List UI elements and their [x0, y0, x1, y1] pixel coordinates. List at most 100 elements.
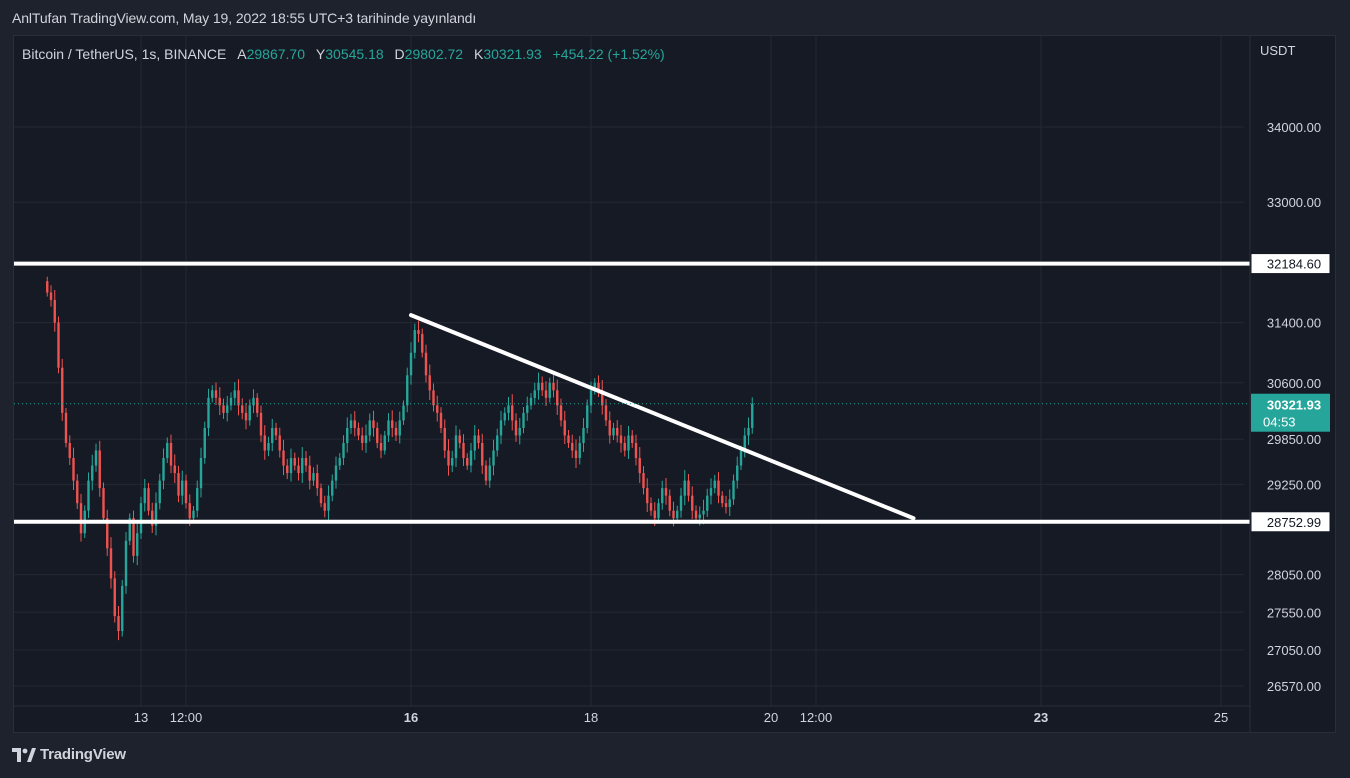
candle — [664, 477, 668, 505]
candle-body — [537, 382, 540, 391]
candle-body — [316, 473, 319, 489]
candle-body — [252, 397, 255, 406]
candle — [372, 410, 375, 437]
trendline — [409, 313, 916, 521]
candle — [274, 422, 278, 441]
candle — [109, 537, 113, 589]
candle-series — [46, 276, 754, 641]
candle-body — [458, 435, 461, 443]
candle — [293, 452, 296, 471]
tradingview-logo[interactable]: TradingView — [12, 746, 126, 763]
candle — [578, 435, 581, 465]
currency-label[interactable]: USDT — [1260, 43, 1296, 58]
candle — [316, 464, 319, 496]
close-value: 30321.93 — [483, 46, 542, 62]
candle-body — [293, 458, 296, 466]
candle-body — [72, 458, 75, 481]
candle — [68, 435, 71, 465]
candle-body — [248, 405, 251, 421]
price-tick-label: 29250.00 — [1267, 477, 1321, 492]
candle — [466, 453, 469, 470]
candle — [327, 485, 330, 520]
candle-body — [541, 382, 544, 391]
candle-body — [143, 488, 146, 504]
candle — [563, 410, 566, 444]
candle-body — [237, 390, 240, 406]
candle-body — [244, 412, 248, 421]
candle — [421, 328, 424, 358]
candle — [184, 474, 188, 509]
candle-body — [263, 435, 266, 451]
candle-body — [57, 322, 60, 368]
time-tick-label: 23 — [1034, 710, 1048, 725]
candle-body — [507, 405, 510, 413]
candle — [556, 379, 559, 415]
candle — [736, 456, 739, 489]
published-caption: AnlTufan TradingView.com, May 19, 2022 1… — [12, 10, 477, 26]
chart-pane[interactable] — [13, 35, 1336, 733]
candle — [574, 439, 578, 468]
candle — [484, 460, 488, 486]
candle — [634, 434, 638, 466]
candle-body — [484, 465, 488, 481]
candle — [428, 364, 431, 401]
time-axis: 13 12:00 16 18 20 12:00 23 25 — [14, 705, 1250, 725]
time-tick-label: 16 — [404, 710, 418, 725]
candle — [259, 405, 263, 443]
candle — [237, 379, 240, 416]
chart-grid — [14, 36, 1244, 706]
candle — [143, 478, 146, 512]
candle-body — [436, 405, 439, 413]
candle-body — [177, 473, 180, 496]
candle — [586, 399, 589, 434]
candle-body — [657, 503, 660, 519]
candle — [323, 495, 326, 518]
candle — [203, 421, 206, 464]
candle — [402, 400, 405, 425]
candle-body — [387, 420, 390, 436]
candle-body — [121, 585, 124, 632]
candle — [222, 398, 225, 419]
candle-body — [713, 480, 716, 489]
candle — [541, 376, 544, 397]
candle-body — [664, 488, 668, 496]
candle — [601, 380, 604, 415]
candle-body — [379, 442, 383, 451]
candle-body — [383, 435, 386, 451]
candle-body — [492, 450, 495, 466]
candle — [199, 447, 203, 498]
price-tick-label: 30600.00 — [1267, 376, 1321, 391]
level-price-box — [1250, 253, 1331, 275]
candle-body — [312, 473, 315, 481]
candle — [526, 396, 529, 421]
candle-body — [544, 390, 548, 398]
candle-body — [646, 488, 649, 504]
candle — [132, 510, 135, 563]
candle-body — [349, 420, 353, 428]
candle-body — [751, 403, 754, 428]
candle-body — [267, 442, 270, 451]
candle-body — [548, 382, 551, 398]
candle — [282, 439, 285, 476]
candle-body — [514, 420, 518, 436]
candle-body — [721, 495, 724, 504]
candle — [46, 276, 49, 297]
candle-body — [447, 450, 450, 466]
symbol-legend: Bitcoin / TetherUS, 1s, BINANCE A29867.7… — [22, 46, 665, 62]
candle-body — [91, 465, 94, 481]
candle-body — [64, 412, 68, 443]
candle — [488, 457, 491, 488]
candle-body — [661, 488, 664, 504]
candle — [391, 410, 394, 438]
candle-body — [196, 488, 199, 511]
candle-body — [53, 300, 56, 323]
candle-body — [616, 427, 619, 436]
candle — [196, 480, 199, 518]
candle — [544, 381, 548, 407]
candle — [139, 496, 143, 540]
candle-body — [736, 465, 739, 481]
candle-body — [297, 465, 300, 474]
candle — [657, 498, 660, 523]
candle-body — [147, 488, 150, 511]
